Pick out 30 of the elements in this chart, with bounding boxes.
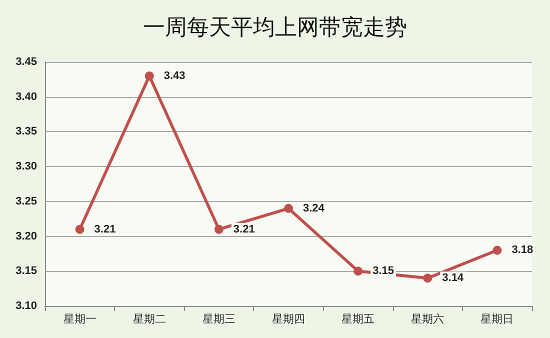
x-tick-label: 星期二 [132, 314, 166, 326]
x-tick-label: 星期一 [63, 314, 96, 326]
data-label: 3.21 [233, 223, 255, 236]
point [214, 224, 224, 234]
y-tick-label: 3.45 [16, 56, 37, 68]
data-label: 3.43 [164, 70, 186, 82]
x-tick-label: 星期三 [202, 314, 236, 326]
data-label: 3.14 [442, 272, 464, 284]
y-tick-label: 3.20 [16, 230, 37, 242]
y-tick-label: 3.35 [16, 126, 37, 138]
y-tick-label: 3.30 [16, 160, 37, 173]
point [423, 274, 432, 283]
y-tick-label: 3.25 [16, 195, 37, 208]
point [144, 71, 154, 80]
data-label: 3.18 [512, 244, 534, 256]
y-tick-label: 3.15 [16, 265, 37, 278]
y-tick-label: 3.40 [16, 90, 37, 103]
point [492, 246, 502, 255]
y-tick-label: 3.10 [16, 300, 37, 312]
x-tick-label: 星期日 [480, 314, 514, 326]
point [284, 204, 293, 213]
x-tick-label: 星期六 [411, 312, 444, 326]
point [75, 224, 84, 234]
x-tick-label: 星期五 [342, 314, 375, 326]
data-label: 3.24 [303, 202, 326, 214]
x-tick-label: 星期四 [272, 314, 305, 326]
chart-title: 一周每天平均上网带宽走势 [143, 16, 407, 40]
data-label: 3.15 [372, 265, 394, 278]
point [354, 266, 363, 276]
data-label: 3.21 [94, 223, 116, 236]
